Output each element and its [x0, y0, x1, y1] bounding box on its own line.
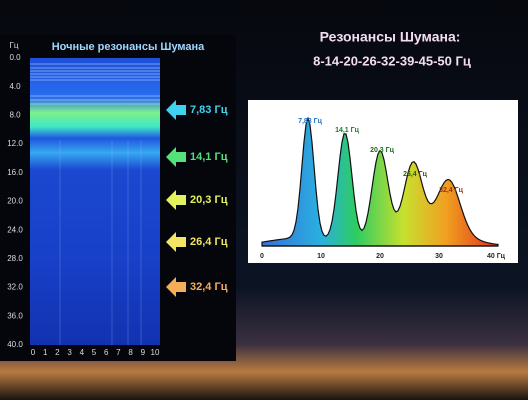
subtitle: 8-14-20-26-32-39-45-50 Гц — [313, 53, 471, 68]
y-tick-label: 24.0 — [7, 225, 23, 234]
y-tick-label: 8.0 — [9, 111, 21, 120]
y-tick-label: 20.0 — [7, 197, 23, 206]
arrow — [166, 100, 186, 120]
x-tick-label: 9 — [141, 348, 146, 357]
arrow — [166, 190, 186, 210]
y-tick-label: 12.0 — [7, 139, 23, 148]
peak-label: 26,4 Гц — [403, 171, 428, 178]
arrow-label: 26,4 Гц — [190, 236, 228, 248]
y-unit: Гц — [10, 41, 19, 50]
arrow-label: 14,1 Гц — [190, 151, 228, 163]
streaks — [30, 63, 160, 345]
x-tick-label: 5 — [92, 348, 97, 357]
x-tick-label: 0 — [260, 253, 264, 260]
x-tick-label: 7 — [116, 348, 121, 357]
x-tick-label: 1 — [43, 348, 48, 357]
arrow — [166, 277, 186, 297]
spectrum-curve — [261, 116, 499, 247]
arrow-label: 7,83 Гц — [190, 104, 228, 116]
peak-label: 14,1 Гц — [335, 127, 360, 134]
y-tick-label: 16.0 — [7, 168, 23, 177]
x-tick-label: 40 Гц — [487, 253, 506, 260]
title: Резонансы Шумана: — [320, 29, 461, 45]
x-tick-label: 8 — [128, 348, 133, 357]
arrow — [166, 147, 186, 167]
x-tick-label: 6 — [104, 348, 109, 357]
x-tick-label: 10 — [151, 348, 160, 357]
y-tick-label: 36.0 — [7, 311, 23, 320]
y-tick-label: 28.0 — [7, 254, 23, 263]
x-tick-label: 3 — [67, 348, 72, 357]
arrow — [166, 232, 186, 252]
arrow-label: 20,3 Гц — [190, 194, 228, 206]
arrow-label: 32,4 Гц — [190, 281, 228, 293]
y-tick-label: 4.0 — [9, 82, 21, 91]
y-tick-label: 40.0 — [7, 340, 23, 349]
x-tick-label: 4 — [80, 348, 85, 357]
x-tick-label: 10 — [317, 253, 325, 260]
x-tick-label: 2 — [55, 348, 60, 357]
spectrogram — [30, 58, 160, 345]
x-tick-label: 20 — [376, 253, 384, 260]
peak-label: 32,4 Гц — [439, 187, 464, 194]
y-tick-label: 32.0 — [7, 283, 23, 292]
y-tick-label: 0.0 — [9, 53, 21, 62]
x-tick-label: 0 — [31, 348, 36, 357]
x-tick-label: 30 — [435, 253, 443, 260]
spectrogram-title: Ночные резонансы Шумана — [52, 41, 205, 53]
peak-label: 7,83 Гц — [298, 118, 323, 125]
peak-label: 20,3 Гц — [370, 147, 395, 154]
